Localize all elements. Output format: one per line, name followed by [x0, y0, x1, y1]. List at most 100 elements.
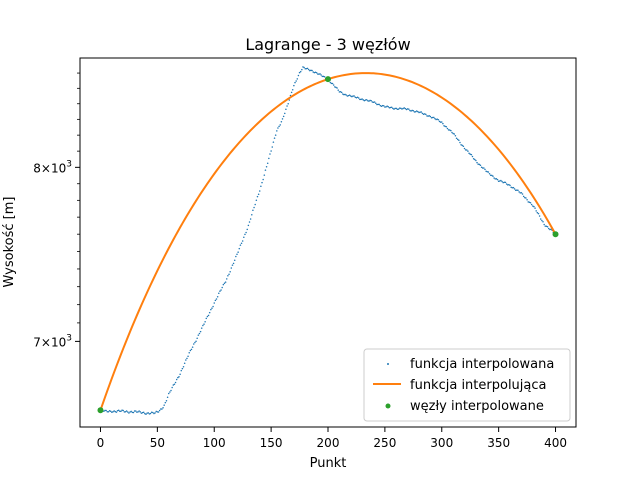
data-point-interpolated [529, 201, 532, 204]
data-point-interpolated [229, 271, 231, 273]
data-point-interpolated [131, 411, 134, 414]
data-point-interpolated [287, 103, 289, 105]
data-point-interpolated [113, 410, 115, 412]
data-point-interpolated [421, 112, 424, 115]
data-point-interpolated [248, 221, 251, 223]
data-point-interpolated [122, 409, 124, 412]
data-point-interpolated [372, 101, 375, 103]
data-point-interpolated [471, 155, 474, 158]
data-point-interpolated [353, 95, 355, 97]
data-point-interpolated [200, 327, 203, 329]
data-point-interpolated [439, 121, 442, 123]
data-point-interpolated [211, 307, 213, 309]
data-point-interpolated [492, 175, 494, 177]
data-point-interpolated [504, 181, 507, 184]
data-point-interpolated [169, 391, 171, 393]
data-point-interpolated [550, 228, 552, 230]
data-point-interpolated [318, 73, 320, 75]
data-point-interpolated [144, 412, 146, 415]
data-point-interpolated [414, 110, 417, 113]
data-point-interpolated [171, 386, 173, 389]
data-point-interpolated [528, 201, 531, 204]
data-point-interpolated [213, 302, 215, 304]
data-point-interpolated [406, 108, 409, 110]
data-point-interpolated [388, 107, 391, 109]
data-point-interpolated [281, 118, 284, 120]
data-point-interpolated [496, 178, 499, 181]
data-point-interpolated [235, 255, 237, 258]
data-point-interpolated [280, 121, 283, 123]
data-point-interpolated [493, 177, 495, 179]
data-point-interpolated [526, 199, 528, 201]
data-point-interpolated [506, 184, 509, 186]
data-point-interpolated [104, 409, 106, 412]
data-point-interpolated [395, 107, 398, 110]
data-point-interpolated [189, 349, 192, 352]
data-point-interpolated [202, 324, 204, 327]
data-point-interpolated [127, 411, 129, 413]
data-point-interpolated [301, 68, 303, 71]
data-point-interpolated [369, 99, 371, 102]
data-point-interpolated [269, 153, 271, 155]
x-tick-label: 0 [97, 436, 105, 450]
data-point-interpolated [256, 195, 259, 198]
data-point-interpolated [317, 73, 319, 75]
data-point-interpolated [514, 189, 517, 191]
data-point-interpolated [208, 311, 211, 314]
data-point-interpolated [510, 186, 512, 189]
data-point-interpolated [155, 410, 157, 413]
data-point-interpolated [305, 67, 308, 70]
data-point-interpolated [224, 281, 227, 283]
data-point-interpolated [141, 411, 144, 414]
data-point-interpolated [191, 346, 194, 348]
data-point-interpolated [282, 115, 285, 118]
data-point-interpolated [408, 108, 410, 110]
data-point-interpolated [365, 98, 368, 101]
data-point-interpolated [520, 192, 523, 194]
data-point-interpolated [402, 107, 404, 110]
legend-box [363, 348, 571, 422]
legend-swatch-dot [387, 363, 389, 365]
data-point-interpolated [178, 376, 180, 378]
data-point-interpolated [455, 137, 458, 139]
data-point-interpolated [231, 264, 234, 266]
data-point-interpolated [233, 259, 236, 261]
x-tick-label: 250 [373, 436, 396, 450]
data-point-interpolated [133, 410, 136, 412]
legend-swatch-marker [385, 403, 391, 409]
data-point-interpolated [544, 225, 547, 227]
data-point-interpolated [470, 153, 473, 156]
data-point-interpolated [401, 108, 403, 110]
y-axis: 7×103 8×103 [33, 72, 80, 349]
data-point-interpolated [249, 218, 252, 220]
data-point-interpolated [218, 292, 220, 295]
data-point-interpolated [412, 110, 415, 112]
data-point-interpolated [162, 407, 164, 409]
data-point-interpolated [295, 80, 297, 82]
data-point-interpolated [423, 113, 426, 115]
data-point-interpolated [193, 343, 195, 345]
data-point-interpolated [288, 99, 291, 101]
data-point-interpolated [339, 91, 342, 93]
data-point-interpolated [502, 181, 504, 184]
data-point-interpolated [475, 159, 477, 162]
data-point-interpolated [166, 396, 169, 399]
data-point-interpolated [417, 110, 419, 113]
data-point-interpolated [161, 408, 163, 410]
data-point-interpolated [230, 267, 233, 269]
data-point-interpolated [513, 188, 516, 190]
data-point-interpolated [303, 66, 305, 69]
data-point-interpolated [361, 98, 363, 100]
data-point-interpolated [332, 84, 335, 86]
data-point-interpolated [185, 359, 187, 361]
x-tick-label: 300 [430, 436, 453, 450]
data-point-interpolated [236, 253, 238, 256]
data-point-interpolated [243, 236, 245, 239]
data-point-interpolated [215, 298, 218, 300]
data-point-interpolated [238, 247, 241, 250]
data-point-interpolated [343, 93, 345, 96]
data-point-interpolated [204, 320, 206, 323]
data-point-interpolated [108, 409, 111, 412]
data-point-interpolated [136, 411, 138, 413]
data-point-interpolated [299, 70, 302, 73]
